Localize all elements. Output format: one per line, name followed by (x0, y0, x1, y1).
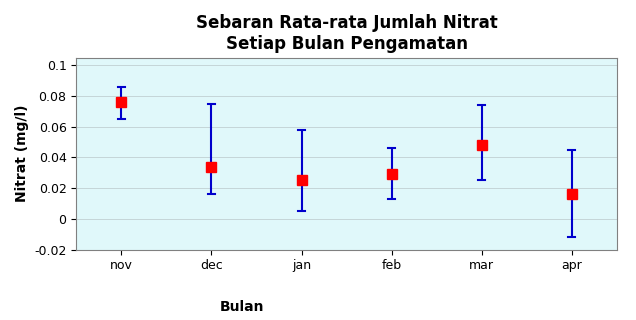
Text: Bulan: Bulan (219, 300, 264, 314)
Title: Sebaran Rata-rata Jumlah Nitrat
Setiap Bulan Pengamatan: Sebaran Rata-rata Jumlah Nitrat Setiap B… (196, 14, 497, 53)
Y-axis label: Nitrat (mg/l): Nitrat (mg/l) (15, 105, 29, 202)
